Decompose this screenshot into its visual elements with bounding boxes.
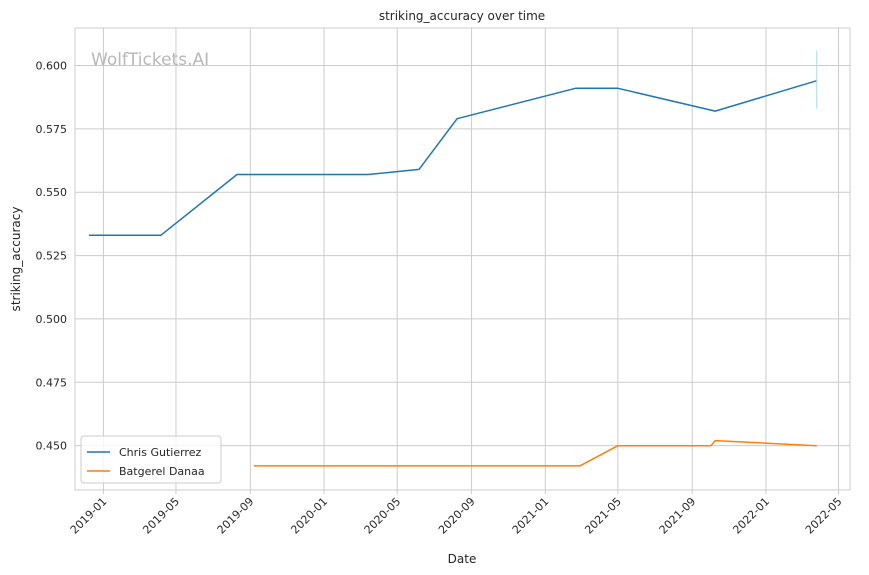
chart-title: striking_accuracy over time: [379, 9, 545, 23]
series-line-0: [88, 79, 818, 237]
series-lines: [88, 50, 818, 467]
x-axis-title: Date: [448, 552, 477, 566]
y-tick-label: 0.575: [36, 123, 68, 136]
plot-frame: [74, 27, 851, 491]
y-tick-label: 0.500: [36, 313, 68, 326]
y-tick-label: 0.600: [36, 60, 68, 73]
y-tick-label: 0.450: [36, 440, 68, 453]
watermark: WolfTickets.AI: [91, 50, 209, 70]
y-tick-labels: 0.450 0.475 0.500 0.525 0.550 0.575 0.600: [36, 60, 68, 453]
plot-area: [75, 28, 850, 490]
legend-label-batgerel-danaa: Batgerel Danaa: [119, 465, 205, 478]
y-axis-title: striking_accuracy: [9, 207, 23, 312]
legend-box: [80, 435, 222, 484]
y-tick-label: 0.550: [36, 186, 68, 199]
legend: Chris Gutierrez Batgerel Danaa: [80, 435, 222, 484]
legend-label-chris-gutierrez: Chris Gutierrez: [119, 446, 201, 459]
y-tick-label: 0.525: [36, 250, 68, 263]
series-line-1: [253, 439, 817, 467]
y-tick-label: 0.475: [36, 376, 68, 389]
